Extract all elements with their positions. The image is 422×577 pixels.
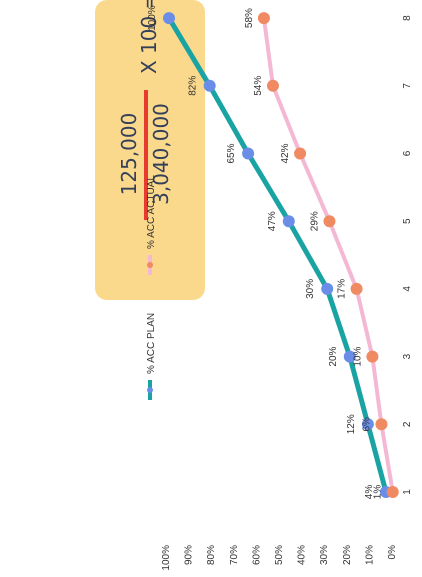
legend-marker-plan xyxy=(147,387,153,393)
data-point-plan xyxy=(343,350,356,363)
data-label-plan: 47% xyxy=(267,211,278,231)
x-tick-label: 3 xyxy=(402,353,413,359)
legend: % ACC PLAN % ACC ACTUAL xyxy=(146,175,157,400)
y-axis-ticks: 0% 10% 20% 30% 40% 50% 60% 70% 80% 90% 100% xyxy=(161,545,398,571)
y-tick-label: 40% xyxy=(297,545,308,565)
x-tick-label: 2 xyxy=(402,421,413,427)
data-point-actual xyxy=(375,418,388,431)
data-label-plan: 82% xyxy=(188,76,199,96)
legend-item-actual: % ACC ACTUAL xyxy=(146,175,157,275)
data-point-plan xyxy=(242,147,255,160)
x-tick-label: 8 xyxy=(402,15,413,21)
y-tick-label: 70% xyxy=(229,545,240,565)
data-label-actual: 1% xyxy=(373,485,384,500)
data-label-actual: 6% xyxy=(361,417,372,432)
data-point-plan xyxy=(163,12,175,25)
data-point-plan xyxy=(203,79,216,92)
data-point-actual xyxy=(386,486,399,498)
data-label-actual: 29% xyxy=(309,211,320,231)
y-tick-label: 10% xyxy=(364,545,375,565)
formula-panel: 125,000 3,040,000 X 100 = 4 xyxy=(95,0,205,300)
series-line-actual xyxy=(261,17,395,493)
data-point-plan xyxy=(361,418,374,431)
data-label-plan: 20% xyxy=(328,346,339,366)
x-tick-label: 5 xyxy=(402,218,413,224)
data-point-plan xyxy=(282,215,295,228)
legend-label-plan: % ACC PLAN xyxy=(146,313,157,374)
series-layer: 4% 12% 20% 30% 47% 65% 82% 100% 1% 6% 10% 17% 29% 42%… xyxy=(147,5,399,499)
series-line-plan xyxy=(166,16,389,493)
data-label-plan: 12% xyxy=(346,414,357,434)
legend-marker-actual xyxy=(147,262,153,268)
y-tick-label: 0% xyxy=(387,545,398,560)
x-tick-label: 1 xyxy=(402,489,413,495)
x-tick-label: 7 xyxy=(402,83,413,89)
formula-operator: X 100 = 4 xyxy=(137,0,161,74)
y-tick-label: 50% xyxy=(274,545,285,565)
data-point-actual xyxy=(266,79,279,92)
formula-denominator: 3,040,000 xyxy=(149,103,173,205)
legend-label-actual: % ACC ACTUAL xyxy=(146,175,157,249)
data-label-plan: 4% xyxy=(364,485,375,500)
data-label-actual: 58% xyxy=(244,8,255,28)
data-label-plan: 65% xyxy=(226,143,237,163)
data-label-plan: 30% xyxy=(305,279,316,299)
data-label-actual: 10% xyxy=(352,346,363,366)
data-point-actual xyxy=(366,350,379,363)
y-tick-label: 30% xyxy=(319,545,330,565)
data-point-actual xyxy=(257,12,270,25)
data-label-plan: 100% xyxy=(147,5,158,31)
formula-background xyxy=(95,0,205,300)
data-label-actual: 54% xyxy=(253,76,264,96)
data-point-actual xyxy=(323,215,336,228)
y-tick-label: 20% xyxy=(342,545,353,565)
x-tick-label: 6 xyxy=(402,150,413,156)
data-point-plan xyxy=(321,282,334,295)
x-tick-label: 4 xyxy=(402,286,413,292)
data-label-actual: 17% xyxy=(337,279,348,299)
y-tick-label: 80% xyxy=(206,545,217,565)
legend-item-plan: % ACC PLAN xyxy=(146,313,157,400)
y-tick-label: 90% xyxy=(184,545,195,565)
x-axis-ticks: 1 2 3 4 5 6 7 8 xyxy=(402,15,413,495)
y-tick-label: 100% xyxy=(161,545,172,571)
data-point-actual xyxy=(350,282,363,295)
data-point-actual xyxy=(294,147,307,160)
y-tick-label: 60% xyxy=(251,545,262,565)
data-label-actual: 42% xyxy=(280,143,291,163)
fraction-bar xyxy=(144,90,148,220)
formula-numerator: 125,000 xyxy=(117,113,141,196)
